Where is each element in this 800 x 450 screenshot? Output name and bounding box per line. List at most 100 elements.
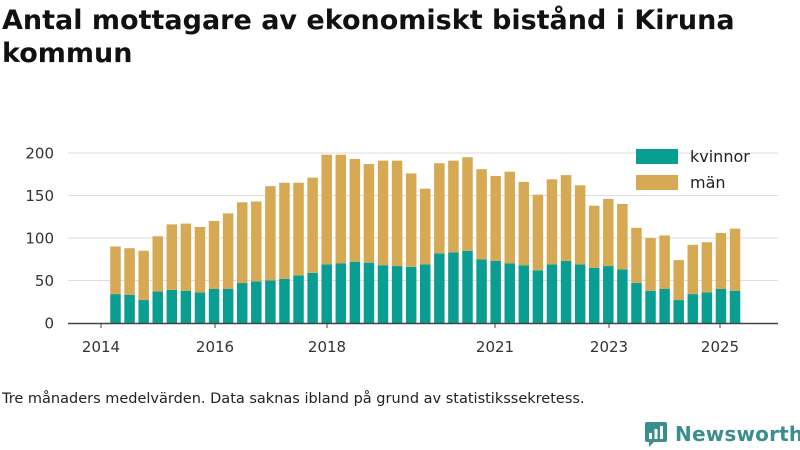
bar-man <box>560 175 572 261</box>
bar-kvinnor <box>574 264 586 323</box>
bar-man <box>265 186 276 281</box>
bar-kvinnor <box>504 263 515 323</box>
bar-man <box>335 154 347 264</box>
bar-kvinnor <box>307 272 318 323</box>
legend-swatch <box>636 175 678 190</box>
legend-swatch <box>636 149 678 164</box>
bar-kvinnor <box>236 283 248 323</box>
bar-man <box>715 232 727 289</box>
x-tick-label: 2025 <box>701 338 739 356</box>
bar-kvinnor <box>363 262 375 323</box>
bar-kvinnor <box>335 263 347 323</box>
bar-man <box>588 205 600 268</box>
bar-kvinnor <box>631 283 642 323</box>
bar-man <box>729 228 741 291</box>
bar-kvinnor <box>152 291 163 323</box>
bar-man <box>377 160 389 266</box>
brand-logo: Newsworthy <box>644 419 800 449</box>
bar-man <box>405 173 417 267</box>
bar-kvinnor <box>518 265 530 323</box>
x-tick-label: 2021 <box>476 338 514 356</box>
x-tick-label: 2018 <box>308 338 346 356</box>
bar-man <box>448 160 459 253</box>
bar-kvinnor <box>462 250 473 323</box>
bar-kvinnor <box>208 289 220 323</box>
bar-man <box>546 179 558 265</box>
bar-kvinnor <box>603 266 614 323</box>
bar-man <box>574 185 586 265</box>
bar-kvinnor <box>715 289 727 323</box>
bar-man <box>701 242 713 293</box>
bar-man <box>349 158 361 262</box>
bar-kvinnor <box>349 261 361 323</box>
legend-label: män <box>690 173 726 192</box>
x-tick-label: 2016 <box>196 338 234 356</box>
bar-man <box>152 236 163 292</box>
y-tick-label: 200 <box>25 145 54 163</box>
bar-man <box>293 182 304 276</box>
bar-man <box>420 188 431 265</box>
bar-man <box>603 198 614 267</box>
bar-man <box>166 224 178 290</box>
bar-kvinnor <box>560 260 572 323</box>
bar-man <box>518 181 530 266</box>
bar-kvinnor <box>265 280 276 323</box>
bar-kvinnor <box>166 289 178 323</box>
bar-kvinnor <box>645 290 656 323</box>
footnote: Tre månaders medelvärden. Data saknas ib… <box>2 391 585 407</box>
bar-kvinnor <box>729 290 741 323</box>
legend-label: kvinnor <box>690 147 750 166</box>
bar-kvinnor <box>448 252 459 323</box>
brand-name: Newsworthy <box>675 422 800 446</box>
bar-kvinnor <box>490 260 501 323</box>
bar-man <box>391 160 403 267</box>
bar-kvinnor <box>180 290 192 323</box>
bar-man <box>476 169 487 260</box>
bar-kvinnor <box>194 292 206 323</box>
x-axis: 2014 2016 2018 2021 2023 2025 <box>68 322 778 356</box>
legend: kvinnor män <box>636 147 750 192</box>
bar-kvinnor <box>701 292 713 323</box>
bar-man <box>124 248 135 295</box>
y-tick-label: 100 <box>25 230 54 248</box>
bar-man <box>138 250 149 301</box>
bar-man <box>180 223 192 291</box>
bar-kvinnor <box>434 253 445 323</box>
bar-man <box>321 154 332 265</box>
bar-kvinnor <box>532 270 544 323</box>
bar-man <box>687 244 699 295</box>
bar-kvinnor <box>279 278 290 323</box>
bar-man <box>645 238 656 291</box>
bar-kvinnor <box>124 294 135 323</box>
chart-bars <box>110 154 741 323</box>
bar-kvinnor <box>546 264 558 323</box>
x-tick-label: 2023 <box>590 338 628 356</box>
bar-man <box>532 194 544 271</box>
bar-kvinnor <box>659 289 670 323</box>
bar-kvinnor <box>420 264 431 323</box>
bar-kvinnor <box>138 300 149 323</box>
bar-man <box>659 235 670 289</box>
y-tick-label: 0 <box>44 315 54 333</box>
bar-kvinnor <box>293 275 304 323</box>
bar-man <box>251 201 262 282</box>
bar-man <box>490 175 501 261</box>
bar-kvinnor <box>222 289 234 323</box>
bar-man <box>363 164 375 263</box>
y-tick-label: 50 <box>35 272 54 290</box>
bar-man <box>617 204 628 270</box>
bar-man <box>673 260 684 301</box>
bar-kvinnor <box>476 259 487 323</box>
bar-man <box>504 171 515 264</box>
bar-man <box>462 157 473 251</box>
bar-man <box>208 221 220 289</box>
bar-man <box>236 202 248 284</box>
bar-kvinnor <box>110 294 121 323</box>
bar-kvinnor <box>617 269 628 323</box>
bar-man <box>110 246 121 295</box>
bar-kvinnor <box>687 294 699 323</box>
bar-kvinnor <box>377 265 389 323</box>
y-tick-label: 150 <box>25 187 54 205</box>
newsworthy-logo-icon <box>645 422 667 447</box>
